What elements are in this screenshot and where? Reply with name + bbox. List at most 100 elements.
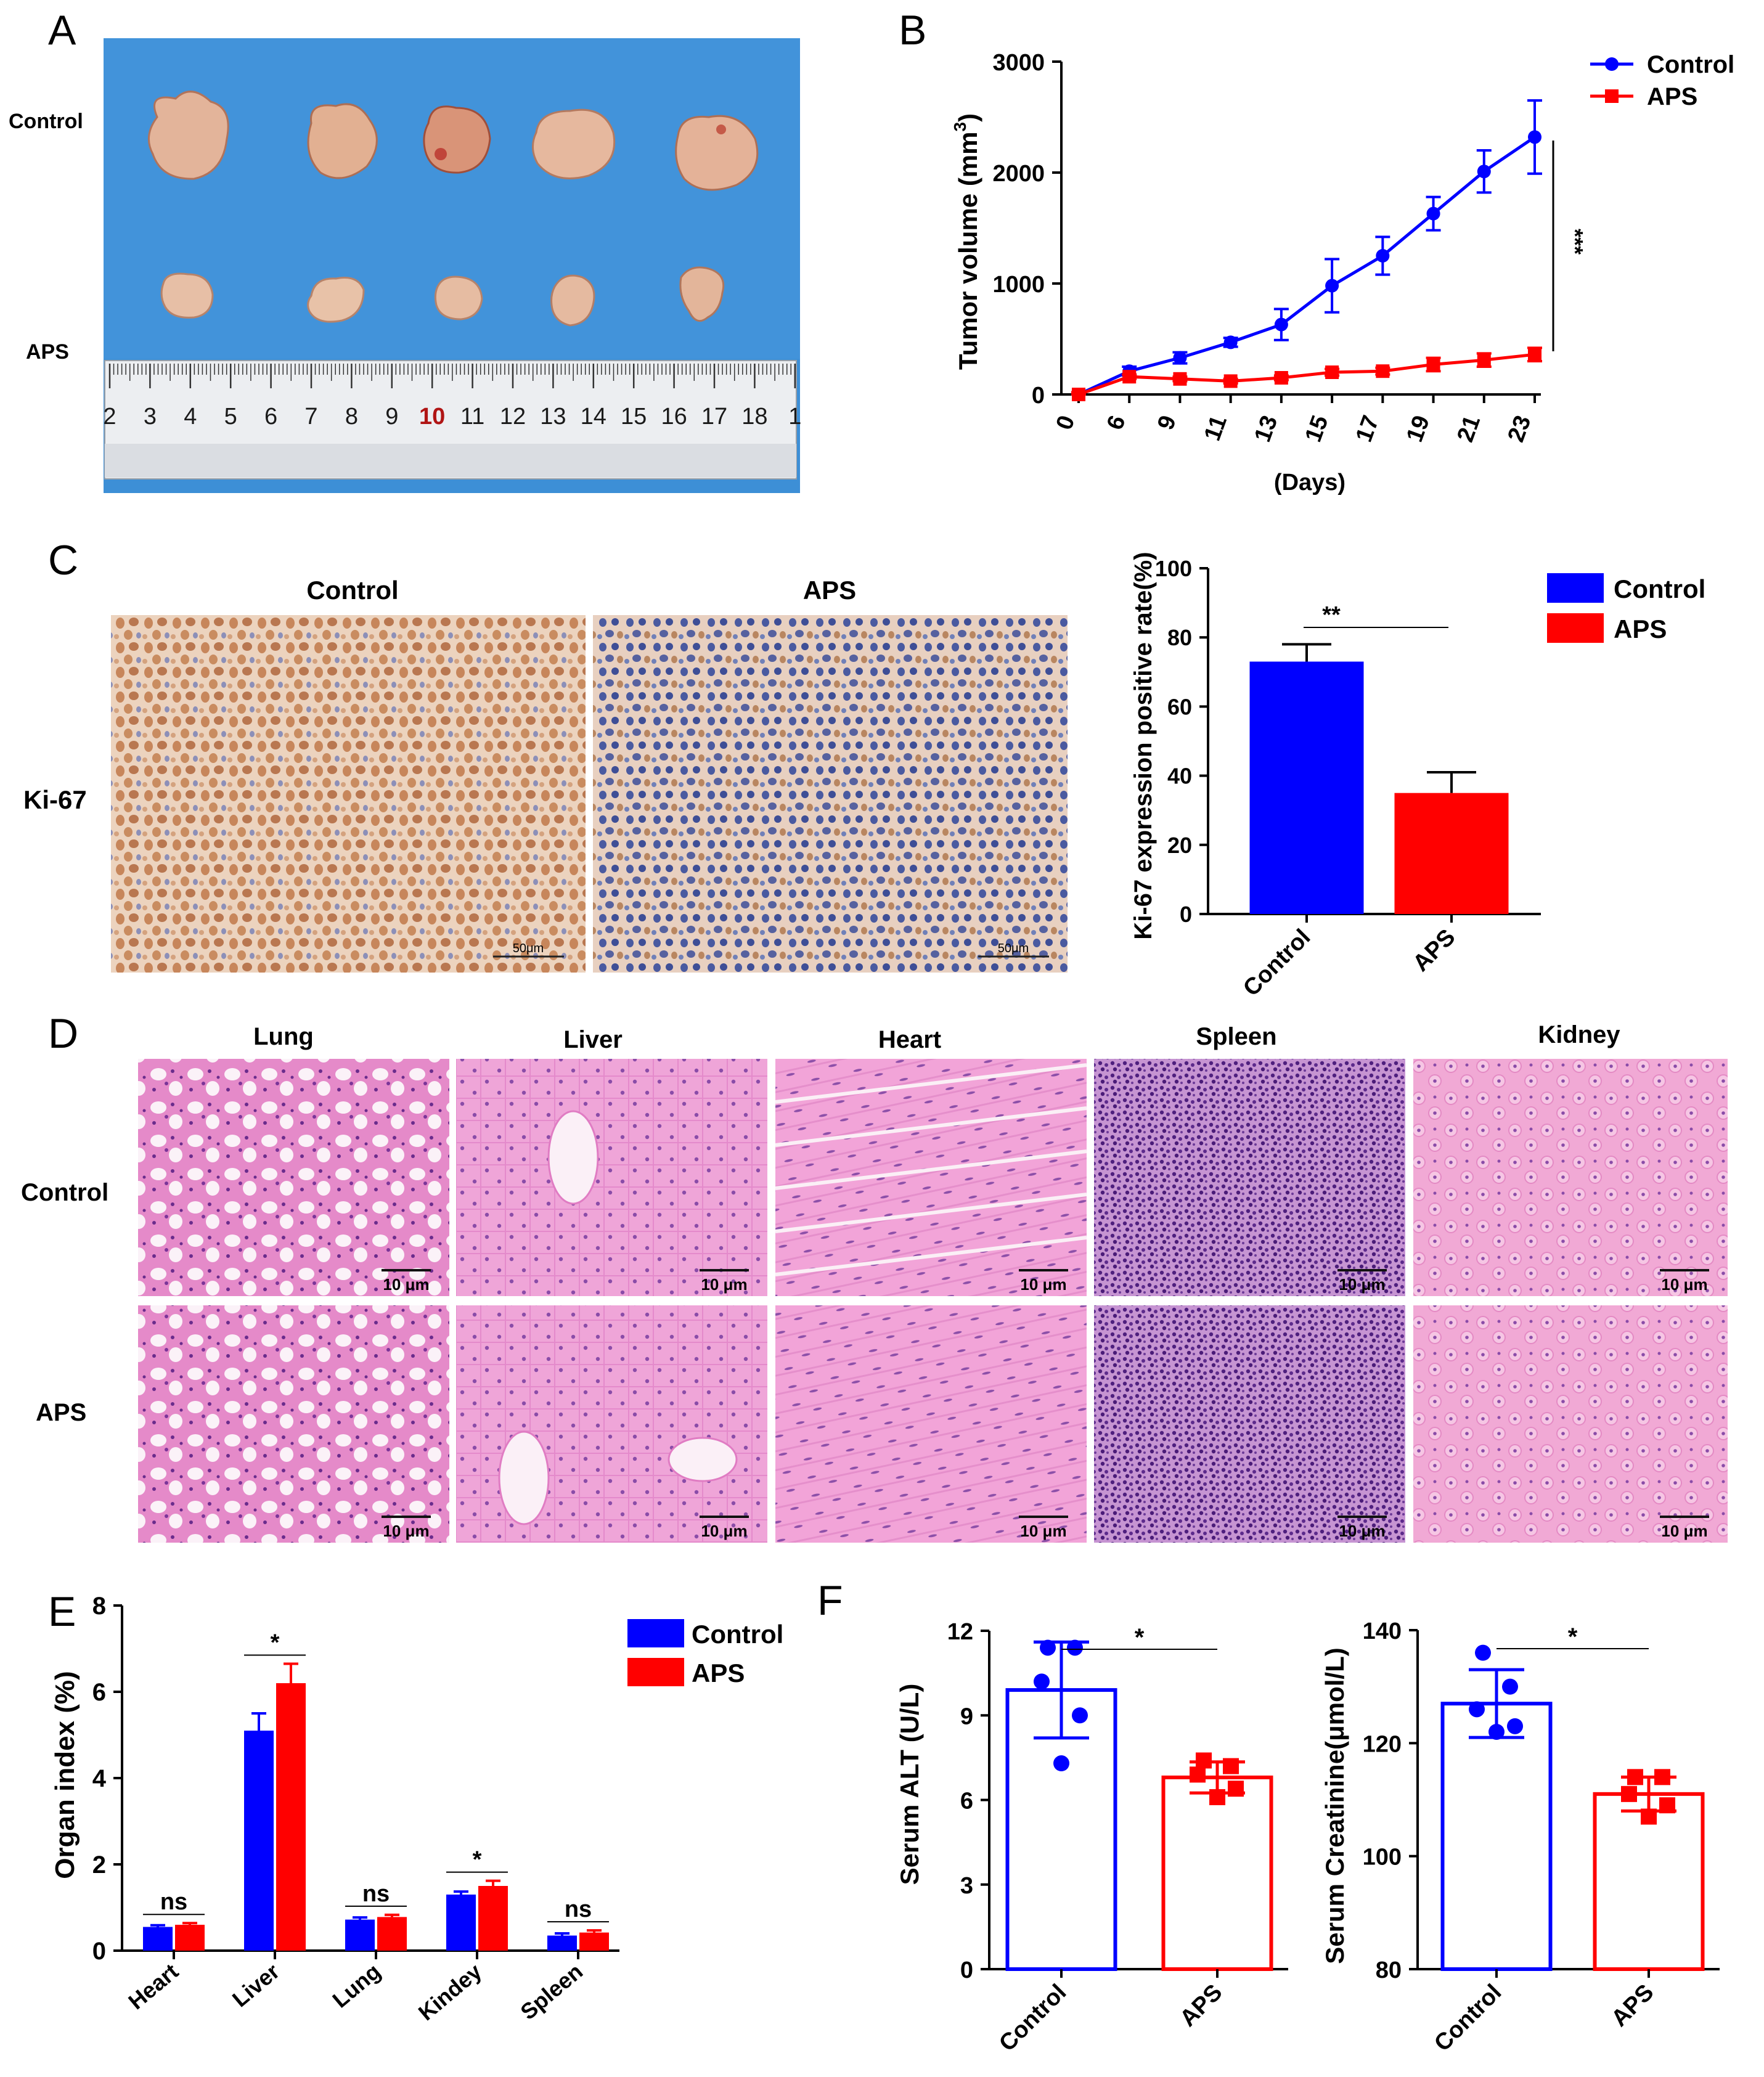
panel-e-bar-lung-aps [377,1917,407,1951]
control-tumor-5 [675,115,759,191]
panel-c-xtick-label: APS [1408,924,1460,977]
panel-c-bar-aps [1394,793,1509,914]
panel-b-point-control [1223,335,1238,349]
panel-e-ytick-label: 0 [92,1938,106,1965]
panel-a-row-label-aps: APS [26,340,69,364]
ruler-number: 13 [540,404,566,430]
panel-b-point-control [1325,279,1339,293]
panel-f-ytick-label: 140 [1363,1618,1402,1644]
he-image-liver-control [456,1059,767,1296]
he-scale-label: 10 μm [701,1275,747,1294]
panel-f-xtick-label: Control [1429,1980,1506,2057]
he-image-grid: 10 μm 10 μm 10 μm 10 μm 10 μm 10 μm 10 μm 10 μm… [138,1059,1728,1543]
panel-e-significance-label: ns [362,1881,390,1907]
panel-c-ylabel: Ki-67 expression positive rate(%) [1130,552,1157,939]
he-scale-label: 10 μm [701,1522,747,1540]
panel-e-bar-kindey-aps [478,1886,508,1951]
panel-f-point-control [1475,1644,1491,1661]
organ-title-kidney: Kidney [1538,1021,1620,1048]
panel-e-bar-lung-control [345,1919,375,1951]
panel-f-ytick-label: 80 [1376,1957,1402,1983]
ruler-number: 11 [460,404,484,430]
he-scale-label: 10 μm [383,1275,429,1294]
panel-b-xlabel: (Days) [1274,470,1345,496]
panel-b-point-aps [1122,370,1137,384]
legend-swatch-control [1547,573,1604,603]
panel-b-xtick-label: 23 [1503,412,1537,446]
he-scale-label: 10 μm [1339,1522,1385,1540]
ihc-image-aps [593,615,1068,973]
heart-fiber-gap [775,1236,1087,1276]
ihc-image-control [111,615,586,973]
panel-e-xtick-label: Liver [227,1959,284,2012]
panel-f-xtick-label: Control [994,1980,1071,2057]
legend-marker-control [1605,57,1619,71]
panel-b-xtick-label: 11 [1199,412,1232,444]
panel-b-point-aps [1528,348,1541,362]
legend-swatch-control [627,1619,684,1647]
ihc-row-label: Ki-67 [23,785,87,814]
panel-e-bar-heart-control [143,1927,173,1951]
ruler-number: 16 [661,404,687,430]
heart-fiber-gap [775,1106,1087,1147]
he-scale-label: 10 μm [1020,1275,1066,1294]
panel-b-ytick-label: 1000 [992,272,1045,298]
control-tumors [147,91,759,191]
panel-f-ytick-label: 3 [960,1873,973,1899]
he-image-liver-aps [456,1305,767,1543]
legend-aps-label: APS [1647,83,1697,110]
panel-e-significance-label: * [473,1847,482,1873]
ruler-ticks [108,364,796,388]
panel-b-ylabel: Tumor volume (mm3) [950,113,982,370]
panel-f-point-aps [1196,1752,1212,1769]
panel-b-line-chart: B Tumor volume (mm3) (Days) *** Control … [899,7,1734,496]
legend-swatch-aps [627,1658,684,1686]
panel-e-xtick-label: Lung [327,1959,385,2013]
legend-control-label: Control [1647,51,1734,78]
legend-aps-label: APS [692,1659,745,1687]
panel-f-ytick-label: 12 [947,1619,973,1645]
panel-e-ytick-label: 4 [92,1765,107,1792]
he-image-kidney-aps [1413,1305,1728,1543]
aps-tumor-1 [160,272,214,319]
panel-c-letter: C [48,537,78,584]
ihc-scale-label-aps: 50μm [998,942,1029,955]
he-image-lung-control [138,1059,449,1296]
panel-b-point-control [1477,165,1491,179]
panel-f-ytick-label: 120 [1363,1731,1402,1757]
panel-b-xtick-label: 13 [1249,412,1283,446]
panel-f-point-aps [1228,1781,1244,1797]
panel-d: D Lung Liver Heart Spleen Kidney Control… [21,1010,1728,1543]
panel-b-point-aps [1325,365,1339,379]
aps-tumor-2 [307,277,365,323]
legend-marker-aps [1605,89,1619,103]
panel-f-point-aps [1641,1808,1657,1825]
panel-e-bar-spleen-aps [579,1932,609,1951]
panel-f-ytick-label: 6 [960,1789,973,1814]
ruler-number: 8 [345,404,358,430]
panel-b-significance: *** [1562,229,1588,255]
panel-e-legend: Control APS [627,1619,783,1687]
panel-a-row-label-control: Control [9,110,83,133]
panel-b-xtick-label: 17 [1351,412,1384,446]
ruler-number: 12 [500,404,526,430]
aps-tumor-5 [679,266,725,322]
panel-b-series-line-aps [1078,353,1535,396]
panel-e-bar-spleen-control [547,1935,577,1951]
aps-tumor-4 [550,274,595,327]
control-tumor-3 [423,105,491,174]
panel-f-point-control [1072,1707,1088,1724]
panel-f-ytick-label: 100 [1363,1845,1402,1871]
liver-vessel [547,1110,599,1205]
panel-b-point-control [1173,351,1187,365]
panel-e-ytick-label: 8 [92,1593,106,1620]
panel-b-letter: B [899,7,926,54]
legend-swatch-aps [1547,613,1604,643]
panel-f-point-aps [1190,1766,1206,1783]
panel-b-point-control [1376,249,1390,263]
ruler-number: 10 [419,404,445,430]
he-image-spleen-aps [1094,1305,1405,1543]
panel-e-letter: E [48,1588,76,1635]
ihc-title-aps: APS [803,576,856,605]
panel-b-xtick-label: 21 [1452,412,1485,446]
